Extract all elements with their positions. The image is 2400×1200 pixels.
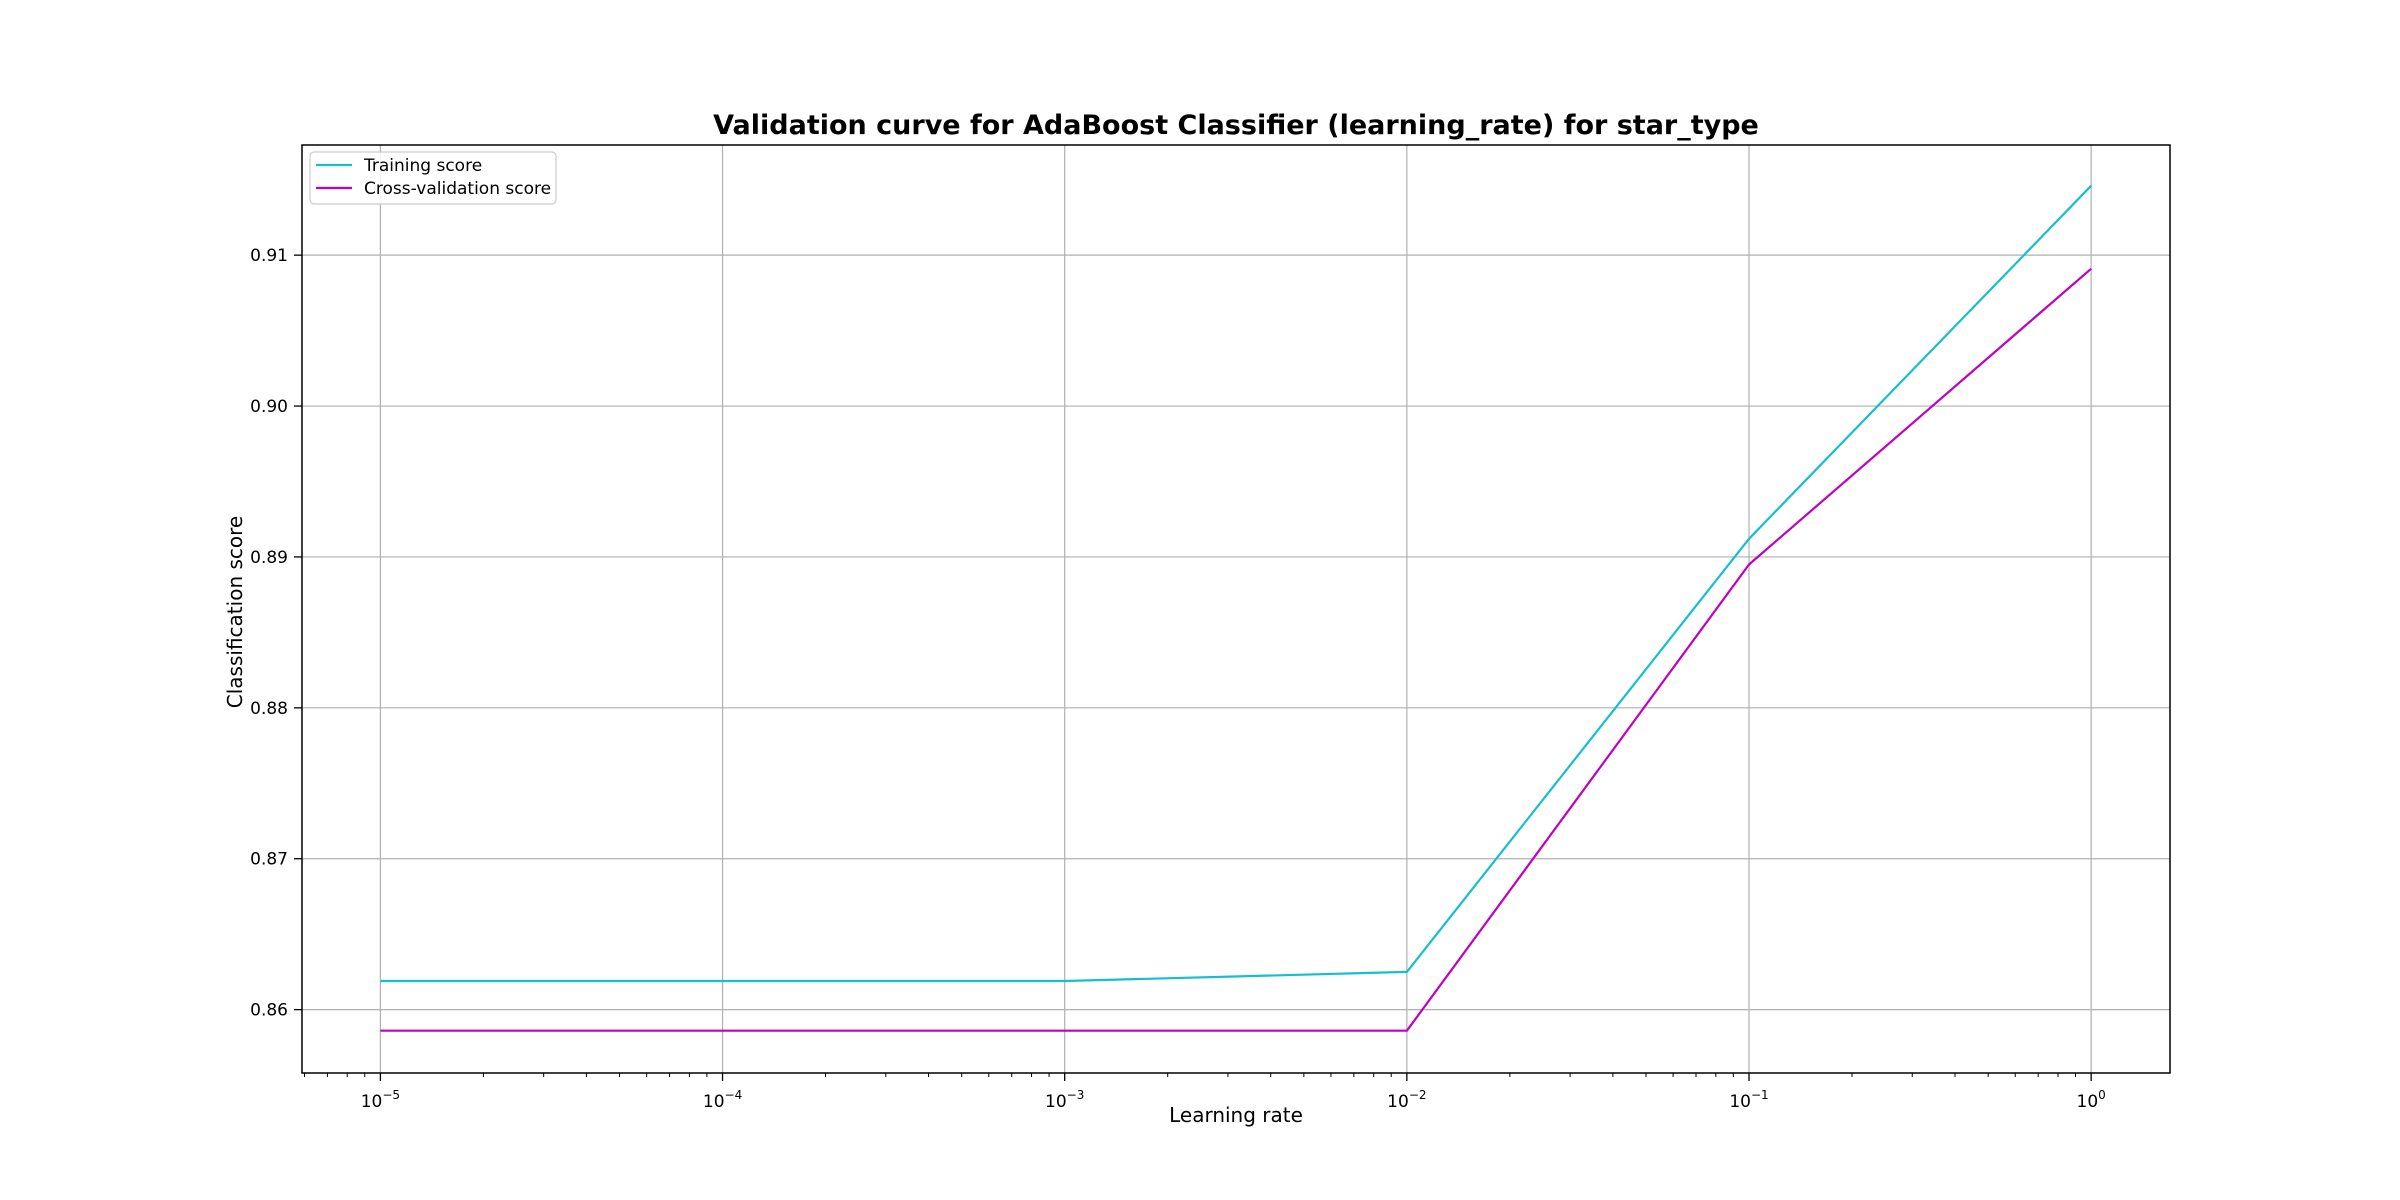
plot-area-frame [301,144,2171,1074]
x-tick-label: 10−1 [1729,1088,1768,1112]
x-axis-ticks: 10−5 10−4 10−3 10−2 10−1 100 [303,1073,2106,1112]
y-tick-label: 0.89 [250,548,288,568]
series-lines [380,184,2092,1032]
x-tick-label: 10−2 [1387,1088,1426,1112]
cross-validation-score-line [380,267,2092,1032]
x-tick-label: 10−3 [1045,1088,1084,1112]
x-axis-label: Learning rate [1169,1103,1303,1127]
y-axis-ticks: 0.86 0.87 0.88 0.89 0.90 0.91 [250,246,302,1021]
training-score-line [380,184,2092,983]
legend-box [309,151,557,205]
y-tick-label: 0.87 [250,850,288,870]
y-tick-label: 0.86 [250,1001,288,1021]
chart-title: Validation curve for AdaBoost Classifier… [713,110,1759,141]
x-tick-label: 100 [2077,1088,2106,1112]
y-axis-label: Classification score [223,516,247,708]
x-tick-label: 10−5 [361,1088,400,1112]
grid-lines [302,145,2170,1073]
legend: Training score Cross-validation score [309,151,557,205]
y-tick-label: 0.91 [250,246,288,266]
y-tick-label: 0.90 [250,397,288,417]
x-tick-label: 10−4 [703,1088,742,1112]
legend-label: Cross-validation score [364,179,551,199]
legend-label: Training score [363,156,482,176]
y-tick-label: 0.88 [250,699,288,719]
